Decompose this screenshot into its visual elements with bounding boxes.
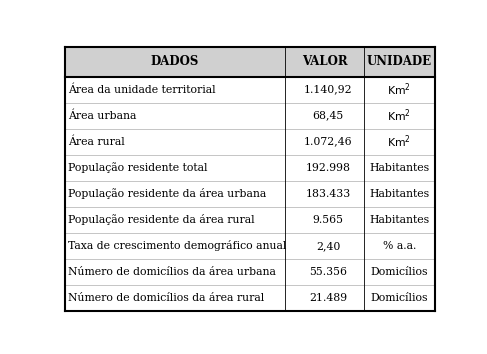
Text: 21.489: 21.489 (309, 293, 347, 303)
Text: 1.140,92: 1.140,92 (304, 85, 353, 95)
Text: População residente da área rural: População residente da área rural (68, 214, 254, 225)
Bar (364, 103, 434, 129)
Bar (364, 181, 434, 207)
Text: 183.433: 183.433 (306, 189, 351, 199)
Bar (285, 181, 364, 207)
Text: Domicílios: Domicílios (371, 267, 428, 277)
Bar (364, 285, 434, 311)
Bar (364, 155, 434, 181)
Bar (364, 129, 434, 155)
Text: Número de domicílios da área urbana: Número de domicílios da área urbana (68, 267, 276, 277)
Bar (65, 129, 285, 155)
Text: $\mathregular{Km^2}$: $\mathregular{Km^2}$ (388, 133, 412, 150)
Bar (285, 207, 364, 233)
Text: Área rural: Área rural (68, 136, 124, 147)
Bar (285, 285, 364, 311)
Text: VALOR: VALOR (301, 55, 347, 68)
Text: 9.565: 9.565 (313, 215, 344, 225)
Text: Número de domicílios da área rural: Número de domicílios da área rural (68, 293, 264, 303)
Text: 192.998: 192.998 (306, 163, 351, 173)
Bar (65, 103, 285, 129)
Text: 55.356: 55.356 (309, 267, 347, 277)
Text: $\mathregular{Km^2}$: $\mathregular{Km^2}$ (388, 81, 412, 98)
Bar (285, 155, 364, 181)
Text: Área da unidade territorial: Área da unidade territorial (68, 84, 215, 95)
Bar (65, 181, 285, 207)
Text: Habitantes: Habitantes (369, 189, 430, 199)
Bar (364, 207, 434, 233)
Text: 2,40: 2,40 (316, 241, 340, 251)
Text: População residente total: População residente total (68, 162, 207, 173)
Text: % a.a.: % a.a. (383, 241, 416, 251)
Text: UNIDADE: UNIDADE (367, 55, 432, 68)
Bar (364, 233, 434, 259)
Bar (364, 47, 434, 76)
Text: Área urbana: Área urbana (68, 110, 136, 121)
Bar (65, 155, 285, 181)
Bar (65, 259, 285, 285)
Text: DADOS: DADOS (150, 55, 199, 68)
Text: 1.072,46: 1.072,46 (304, 137, 353, 147)
Text: Taxa de crescimento demográfico anual: Taxa de crescimento demográfico anual (68, 240, 286, 251)
Bar (285, 233, 364, 259)
Bar (65, 76, 285, 103)
Text: $\mathregular{Km^2}$: $\mathregular{Km^2}$ (388, 107, 412, 124)
Bar (364, 259, 434, 285)
Text: 68,45: 68,45 (313, 110, 344, 121)
Bar (364, 76, 434, 103)
Bar (285, 259, 364, 285)
Bar (285, 76, 364, 103)
Bar (285, 47, 364, 76)
Bar (285, 103, 364, 129)
Bar (65, 47, 285, 76)
Bar (65, 233, 285, 259)
Text: População residente da área urbana: População residente da área urbana (68, 188, 266, 199)
Bar (65, 207, 285, 233)
Bar (285, 129, 364, 155)
Bar (65, 285, 285, 311)
Text: Habitantes: Habitantes (369, 215, 430, 225)
Text: Habitantes: Habitantes (369, 163, 430, 173)
Text: Domicílios: Domicílios (371, 293, 428, 303)
